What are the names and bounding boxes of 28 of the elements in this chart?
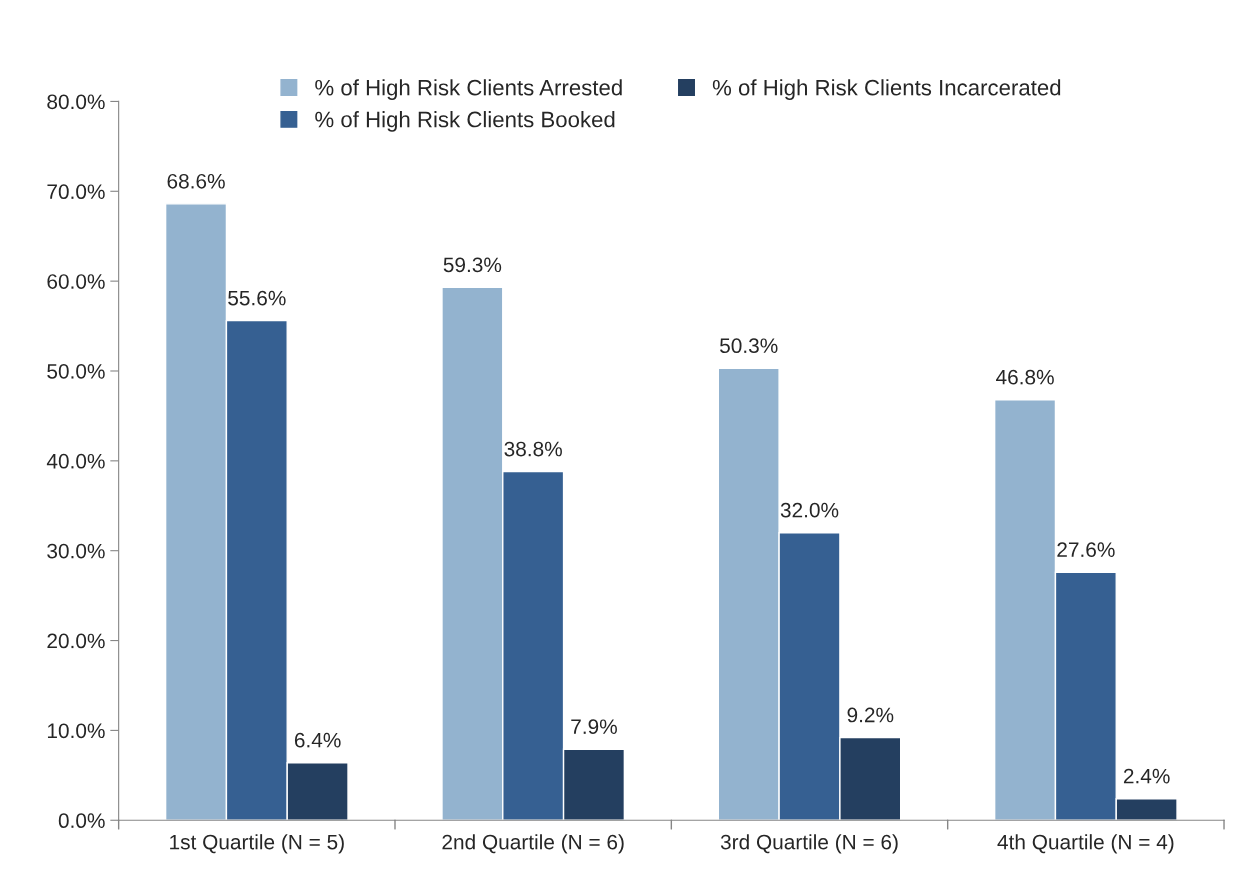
- y-tick-label: 20.0%: [47, 633, 105, 649]
- data-label: 7.9%: [571, 719, 617, 735]
- y-tick-label: 60.0%: [47, 274, 105, 289]
- data-label: 68.6%: [167, 173, 225, 189]
- x-tick-label: 4th Quartile (N = 4): [997, 834, 1174, 854]
- x-tick-label: 1st Quartile (N = 5): [170, 834, 344, 854]
- y-tick-label: 30.0%: [47, 543, 105, 559]
- y-tick-label: 40.0%: [46, 453, 105, 469]
- x-tick-label: 3rd Quartile (N = 6): [720, 834, 898, 854]
- y-tick-label: 70.0%: [47, 184, 105, 200]
- legend-label: % of High Risk Clients Incarcerated: [712, 79, 1061, 100]
- data-label: 38.8%: [504, 441, 562, 457]
- x-tick-label: 2nd Quartile (N = 6): [442, 834, 624, 854]
- data-label: 6.4%: [294, 732, 341, 748]
- data-label: 50.3%: [720, 338, 778, 354]
- data-label: 59.3%: [443, 257, 502, 273]
- y-tick-label: 80.0%: [47, 94, 105, 110]
- legend-label: % of High Risk Clients Booked: [315, 111, 615, 132]
- y-tick-label: 50.0%: [47, 363, 105, 379]
- data-label: 9.2%: [847, 707, 894, 723]
- data-label: 27.6%: [1057, 542, 1115, 558]
- data-label: 55.6%: [228, 290, 286, 306]
- data-label: 46.8%: [996, 369, 1054, 385]
- y-tick-label: 10.0%: [47, 723, 105, 739]
- y-tick-label: 0.0%: [58, 813, 105, 829]
- legend-label: % of High Risk Clients Arrested: [315, 79, 622, 100]
- data-label: 2.4%: [1123, 768, 1170, 784]
- data-label: 32.0%: [780, 502, 839, 518]
